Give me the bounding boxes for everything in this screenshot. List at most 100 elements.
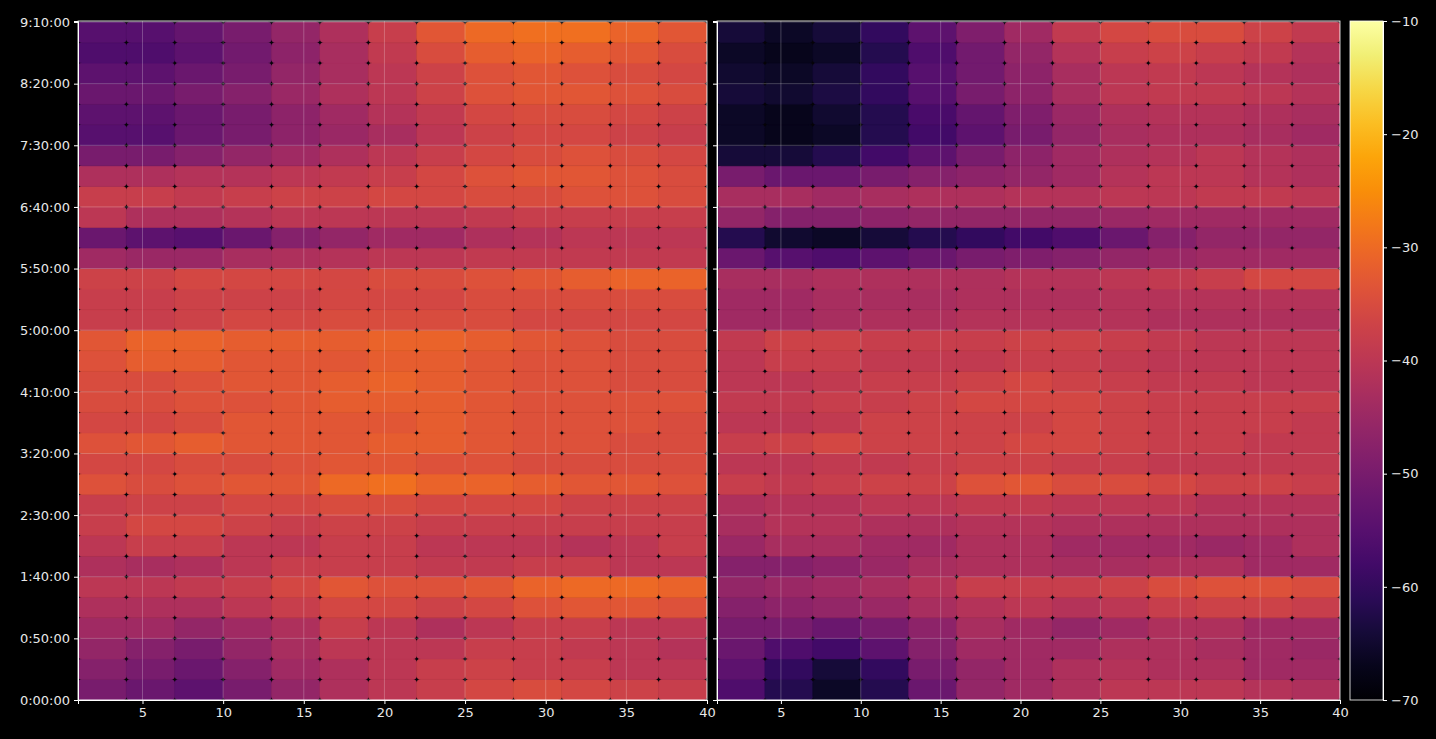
heat-cell [610, 638, 658, 659]
heat-cell [320, 84, 368, 105]
heat-cell [126, 618, 174, 639]
heat-cell [223, 84, 271, 105]
heat-cell [610, 371, 658, 392]
heat-cell [909, 536, 957, 557]
heat-cell [1005, 597, 1053, 618]
heat-cell [813, 618, 861, 639]
heat-cell [1052, 474, 1100, 495]
heat-cell [417, 495, 465, 516]
axis-line [718, 701, 1341, 705]
heat-cell [78, 392, 126, 413]
tick: −40 [1383, 353, 1418, 368]
heat-cell [1100, 556, 1148, 577]
heat-cell [1100, 577, 1148, 598]
heat-cell [957, 351, 1005, 372]
heat-cell [175, 638, 223, 659]
heat-cell [78, 227, 126, 248]
heat-cell [1244, 474, 1292, 495]
heat-cell [1292, 145, 1340, 166]
heat-cell [1292, 474, 1340, 495]
heat-cell [272, 638, 320, 659]
heat-cell [368, 474, 416, 495]
heat-cell [1052, 433, 1100, 454]
heat-cell [1052, 577, 1100, 598]
heat-cell [175, 63, 223, 84]
heat-cell [909, 412, 957, 433]
heat-cell [175, 679, 223, 700]
heat-cell [465, 289, 513, 310]
heat-cell [610, 207, 658, 228]
heat-cell [513, 145, 561, 166]
heat-cell [957, 248, 1005, 269]
heat-cell [717, 474, 765, 495]
heat-cell [417, 536, 465, 557]
heat-cell [417, 207, 465, 228]
heat-cell [126, 371, 174, 392]
tick-mark [1180, 700, 1181, 704]
heat-cell [861, 536, 909, 557]
heat-cell [610, 351, 658, 372]
heat-cell [861, 351, 909, 372]
heat-cell [1052, 84, 1100, 105]
grid-line [78, 22, 707, 23]
grid-line [717, 453, 1340, 454]
tick: 25 [1093, 700, 1110, 720]
heat-cell [1148, 597, 1196, 618]
heat-cell [513, 412, 561, 433]
heat-cell [368, 577, 416, 598]
heat-cell [717, 392, 765, 413]
heat-cell [1005, 515, 1053, 536]
heat-cell [610, 556, 658, 577]
tick-mark [861, 700, 862, 704]
heat-cell [126, 22, 174, 43]
heat-cell [1052, 145, 1100, 166]
heat-cell [368, 495, 416, 516]
heat-cell [1292, 227, 1340, 248]
heat-cell [909, 515, 957, 536]
heat-cell [320, 638, 368, 659]
tick-mark [626, 700, 627, 704]
heat-cell [1292, 495, 1340, 516]
heat-cell [861, 371, 909, 392]
tick: 10 [853, 700, 870, 720]
tick-label: 35 [1252, 705, 1269, 720]
heat-cell [717, 227, 765, 248]
heat-cell [126, 145, 174, 166]
heat-cell [417, 515, 465, 536]
heat-cell [513, 474, 561, 495]
heat-cell [465, 125, 513, 146]
heat-cell [513, 618, 561, 639]
heat-cell [1196, 227, 1244, 248]
heat-cell [1244, 125, 1292, 146]
tick-mark [1021, 700, 1022, 704]
heat-cell [1292, 638, 1340, 659]
heat-cell [1005, 618, 1053, 639]
heat-cell [320, 145, 368, 166]
heat-cell [659, 515, 707, 536]
heat-cell [610, 412, 658, 433]
heat-cell [717, 269, 765, 290]
heat-cell [1196, 618, 1244, 639]
heat-cell [417, 638, 465, 659]
heat-cell [1196, 453, 1244, 474]
heat-cell [368, 433, 416, 454]
heat-cell [1052, 351, 1100, 372]
heat-cell [223, 556, 271, 577]
heat-cell [175, 412, 223, 433]
heat-cell [320, 679, 368, 700]
heat-cell [126, 227, 174, 248]
tick-label: 35 [619, 705, 636, 720]
heat-cell [1196, 679, 1244, 700]
heat-cell [1292, 618, 1340, 639]
heat-cell [1052, 515, 1100, 536]
heat-cell [417, 186, 465, 207]
heat-cell [368, 556, 416, 577]
heat-cell [513, 577, 561, 598]
heat-cell [610, 289, 658, 310]
heat-cell [465, 638, 513, 659]
heat-cell [272, 248, 320, 269]
heat-cell [1148, 577, 1196, 598]
heat-cell [813, 392, 861, 413]
heat-cell [717, 618, 765, 639]
heat-cell [1148, 145, 1196, 166]
